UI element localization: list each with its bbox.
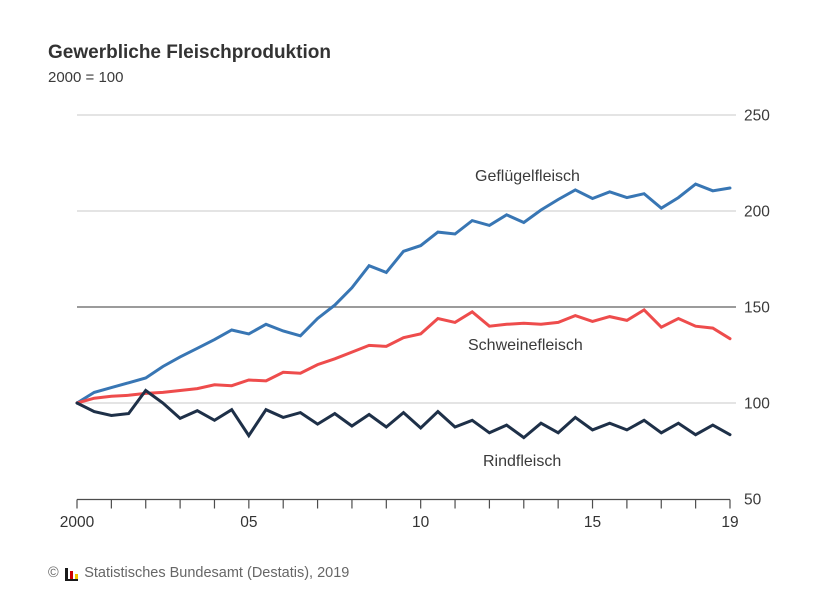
x-tick-label-2010: 10 [412, 514, 430, 531]
y-tick-label-100: 100 [744, 396, 770, 413]
series-line-rindfleisch [75, 388, 732, 440]
series-label-gefluegelfleisch: Geflügelfleisch [475, 168, 580, 185]
series-label-schweinefleisch: Schweinefleisch [468, 337, 583, 354]
y-tick-label-150: 150 [744, 300, 770, 317]
chart-title: Gewerbliche Fleischproduktion [48, 42, 331, 63]
destatis-logo-icon [64, 566, 79, 581]
x-tick-label-2019: 19 [721, 514, 738, 531]
y-tick-label-50: 50 [744, 492, 762, 509]
series-line-schweinefleisch [75, 308, 732, 405]
y-tick-label-200: 200 [744, 204, 770, 221]
copyright-symbol: © [48, 565, 59, 581]
source-attribution: © Statistisches Bundesamt (Destatis), 20… [48, 565, 349, 581]
x-tick-label-2015: 15 [584, 514, 601, 531]
x-tick-label-2000: 2000 [60, 514, 95, 531]
y-tick-label-250: 250 [744, 108, 770, 125]
series-label-rindfleisch: Rindfleisch [483, 453, 562, 470]
x-tick-label-2005: 05 [240, 514, 257, 531]
series-line-geflügelfleisch [75, 182, 732, 405]
source-text: Statistisches Bundesamt (Destatis), 2019 [84, 565, 350, 581]
chart-subtitle: 2000 = 100 [48, 69, 124, 86]
